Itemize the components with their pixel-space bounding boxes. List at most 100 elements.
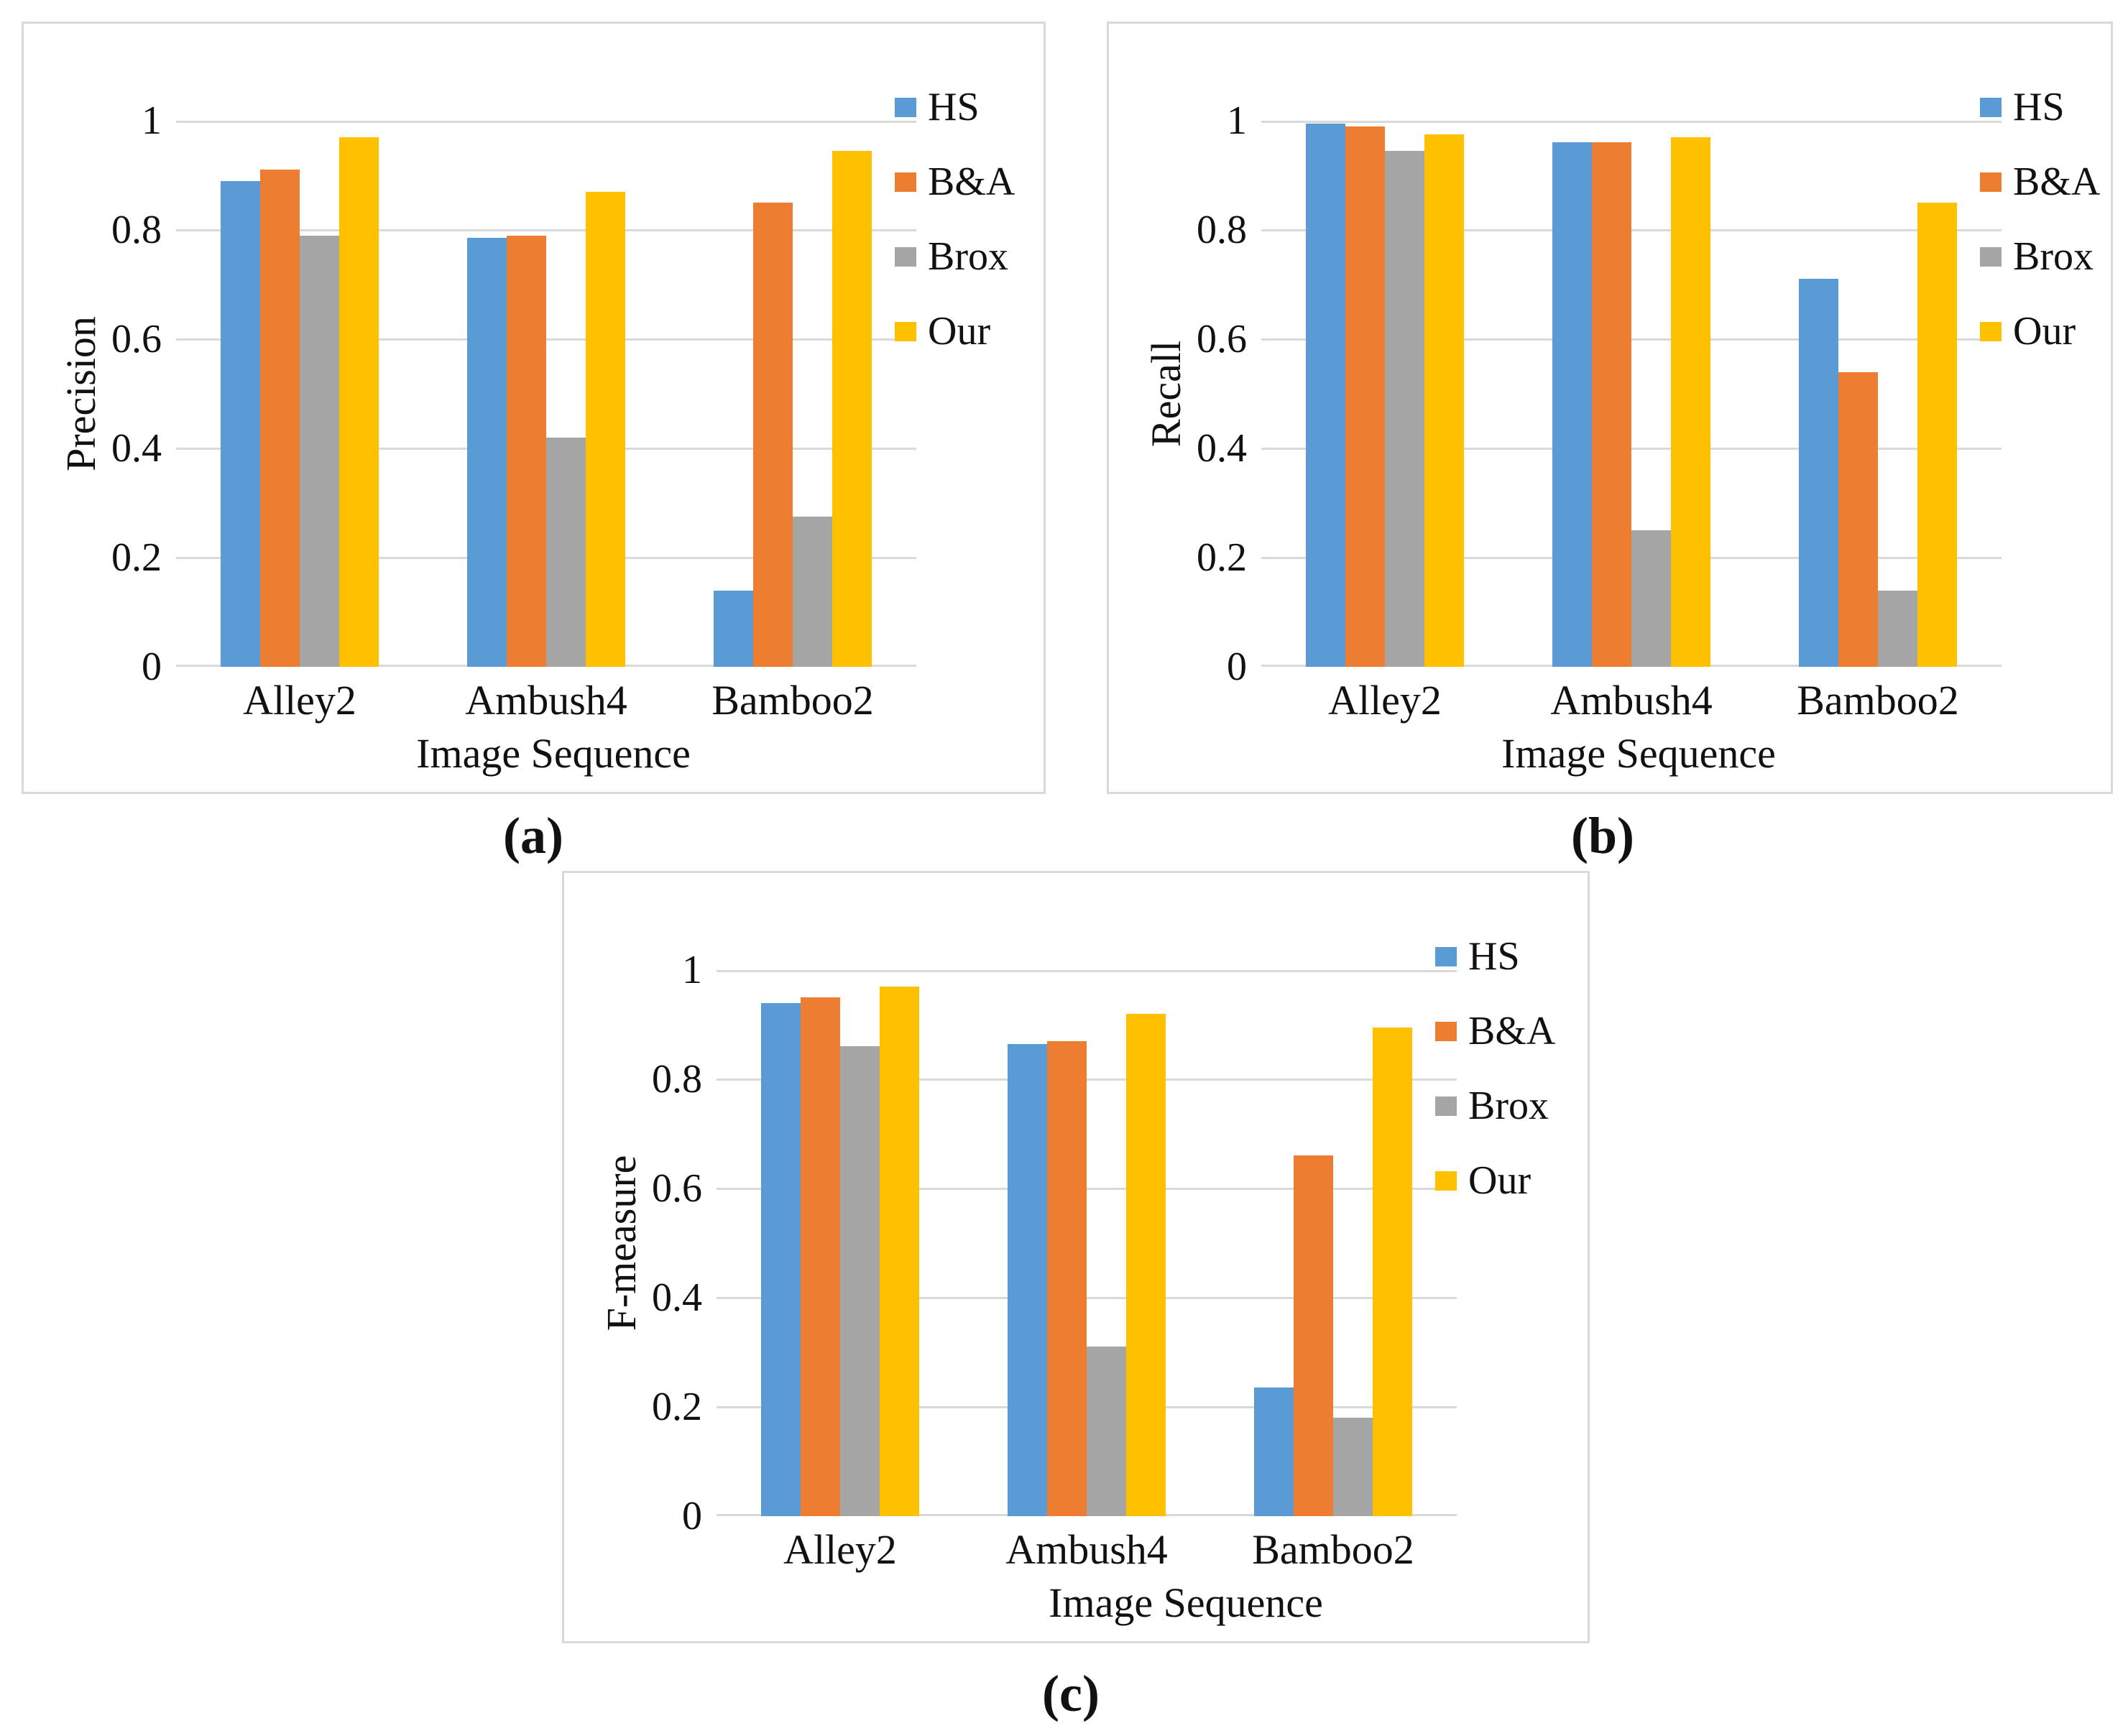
bar-our-alley2 xyxy=(880,987,919,1516)
caption-a: (a) xyxy=(503,807,563,864)
x-category-label: Alley2 xyxy=(243,677,356,724)
y-tick-label: 0.8 xyxy=(652,1057,702,1102)
bar-ba-ambush4 xyxy=(1047,1041,1087,1516)
y-tick-label: 0.8 xyxy=(1197,208,1247,252)
legend-label-ba: B&A xyxy=(928,160,1015,204)
bar-brox-alley2 xyxy=(840,1046,880,1516)
y-axis-title: Precision xyxy=(57,316,104,471)
bar-ba-bamboo2 xyxy=(1294,1155,1333,1516)
plot-area xyxy=(717,970,1457,1516)
y-tick-label: 0.4 xyxy=(111,426,162,471)
chart-panel-recall: 0 0.2 0.4 0.6 0.8 1 Alley2 Ambush4 Bamboo2 Image … xyxy=(1107,22,2113,794)
gridline xyxy=(717,970,1457,972)
bar-our-ambush4 xyxy=(1671,137,1710,667)
plot-area xyxy=(1261,121,2002,667)
legend-marker-brox xyxy=(895,247,916,267)
y-tick-label: 1 xyxy=(142,98,162,143)
y-tick-label: 0.6 xyxy=(1197,317,1247,361)
bar-our-bamboo2 xyxy=(1373,1028,1412,1516)
x-category-label: Ambush4 xyxy=(1005,1526,1168,1573)
x-axis-title: Image Sequence xyxy=(1501,730,1776,777)
y-tick-label: 1 xyxy=(1227,98,1247,143)
bar-hs-ambush4 xyxy=(1552,142,1592,667)
x-category-label: Ambush4 xyxy=(1550,677,1713,724)
bar-hs-ambush4 xyxy=(467,238,507,667)
y-axis-title: F-measure xyxy=(598,1155,645,1331)
gridline xyxy=(176,229,916,231)
y-tick-label: 0.2 xyxy=(652,1385,702,1429)
bar-ba-alley2 xyxy=(260,170,300,667)
legend-marker-ba xyxy=(1435,1022,1457,1041)
bar-ba-alley2 xyxy=(801,997,840,1516)
gridline xyxy=(176,121,916,123)
legend-marker-ba xyxy=(1980,172,2002,192)
bar-brox-bamboo2 xyxy=(1333,1418,1373,1516)
gridline xyxy=(717,1297,1457,1299)
legend-marker-brox xyxy=(1980,247,2002,267)
x-category-label: Alley2 xyxy=(783,1526,897,1573)
bar-our-bamboo2 xyxy=(832,151,872,667)
x-category-label: Bamboo2 xyxy=(711,677,874,724)
bar-ba-ambush4 xyxy=(507,236,546,667)
x-category-label: Alley2 xyxy=(1328,677,1442,724)
legend-marker-hs xyxy=(1980,98,2002,117)
y-tick-label: 0.8 xyxy=(111,208,162,252)
legend-label-brox: Brox xyxy=(2013,234,2094,279)
y-tick-label: 0.2 xyxy=(111,535,162,580)
legend-label-ba: B&A xyxy=(2013,160,2101,204)
x-axis-title: Image Sequence xyxy=(1049,1579,1323,1626)
legend-label-our: Our xyxy=(1468,1158,1531,1203)
y-axis-title: Recall xyxy=(1143,340,1189,448)
chart-panel-precision: 0 0.2 0.4 0.6 0.8 1 Alley2 Ambush4 Bamboo2 Image … xyxy=(22,22,1046,794)
bar-hs-bamboo2 xyxy=(1254,1388,1294,1516)
bar-ba-ambush4 xyxy=(1592,142,1631,667)
bar-hs-alley2 xyxy=(221,181,260,667)
legend-label-ba: B&A xyxy=(1468,1009,1556,1053)
bar-our-alley2 xyxy=(1424,134,1464,667)
bar-brox-alley2 xyxy=(1385,151,1424,667)
bar-ba-alley2 xyxy=(1345,126,1385,667)
y-tick-label: 0 xyxy=(682,1494,702,1538)
y-tick-label: 0.6 xyxy=(111,317,162,361)
gridline xyxy=(176,338,916,341)
bar-brox-ambush4 xyxy=(1087,1347,1126,1516)
bar-brox-ambush4 xyxy=(546,438,586,667)
gridline xyxy=(1261,229,2002,231)
y-tick-label: 0 xyxy=(1227,645,1247,689)
bar-hs-bamboo2 xyxy=(714,591,753,667)
bar-brox-bamboo2 xyxy=(1878,591,1917,667)
bar-brox-alley2 xyxy=(300,236,339,667)
plot-area xyxy=(176,121,916,667)
bar-hs-alley2 xyxy=(1306,124,1345,667)
bar-brox-bamboo2 xyxy=(793,517,832,667)
legend-marker-brox xyxy=(1435,1096,1457,1116)
x-axis-title: Image Sequence xyxy=(416,730,691,777)
legend-marker-our xyxy=(1980,322,2002,341)
y-tick-label: 0.4 xyxy=(652,1275,702,1320)
bar-brox-ambush4 xyxy=(1631,530,1671,667)
bar-our-ambush4 xyxy=(586,192,625,667)
bar-hs-alley2 xyxy=(761,1003,801,1516)
y-tick-label: 1 xyxy=(682,948,702,992)
x-category-label: Bamboo2 xyxy=(1797,677,1959,724)
bar-hs-bamboo2 xyxy=(1799,279,1838,667)
bar-our-alley2 xyxy=(339,137,379,667)
gridline xyxy=(717,1188,1457,1190)
caption-c: (c) xyxy=(1042,1665,1100,1722)
legend-marker-hs xyxy=(1435,947,1457,966)
legend-label-our: Our xyxy=(2013,309,2076,354)
gridline xyxy=(1261,448,2002,450)
legend-label-hs: HS xyxy=(2013,85,2065,129)
legend-label-hs: HS xyxy=(1468,934,1520,979)
legend-label-hs: HS xyxy=(928,85,980,129)
bar-hs-ambush4 xyxy=(1008,1044,1047,1516)
legend-marker-our xyxy=(895,322,916,341)
bar-ba-bamboo2 xyxy=(753,203,793,667)
y-tick-label: 0.2 xyxy=(1197,535,1247,580)
bar-ba-bamboo2 xyxy=(1838,372,1878,667)
legend-marker-our xyxy=(1435,1171,1457,1191)
legend-label-brox: Brox xyxy=(1468,1084,1549,1128)
caption-b: (b) xyxy=(1571,807,1634,864)
y-tick-label: 0.6 xyxy=(652,1166,702,1211)
